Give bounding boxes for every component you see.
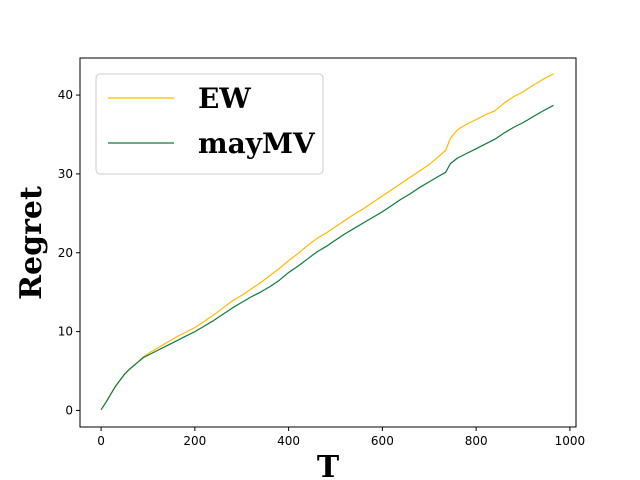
legend: EW mayMV [95, 73, 324, 175]
y-tick-label: 20 [58, 246, 73, 260]
y-tick-label: 10 [58, 325, 73, 339]
x-tick-label: 800 [465, 434, 488, 448]
y-tick-label: 0 [65, 403, 73, 417]
y-tick-label: 30 [58, 167, 73, 181]
legend-label-maymv: mayMV [198, 127, 316, 160]
series-line-ew [100, 73, 554, 410]
legend-label-ew: EW [198, 82, 251, 115]
x-tick-label: 0 [97, 434, 105, 448]
series-layer [100, 73, 554, 410]
x-tick-label: 1000 [555, 434, 586, 448]
x-axis-label: T [317, 450, 340, 480]
legend-box [95, 73, 324, 175]
x-axis: 0 200 400 600 800 1000 [97, 427, 585, 448]
x-tick-label: 200 [183, 434, 206, 448]
x-tick-label: 600 [371, 434, 394, 448]
y-axis-label: Regret [14, 186, 49, 300]
plot-frame [79, 57, 577, 428]
y-tick-label: 40 [58, 88, 73, 102]
series-line-maymv [100, 104, 554, 410]
y-axis: 0 10 20 30 40 [58, 88, 80, 417]
x-tick-label: 400 [277, 434, 300, 448]
